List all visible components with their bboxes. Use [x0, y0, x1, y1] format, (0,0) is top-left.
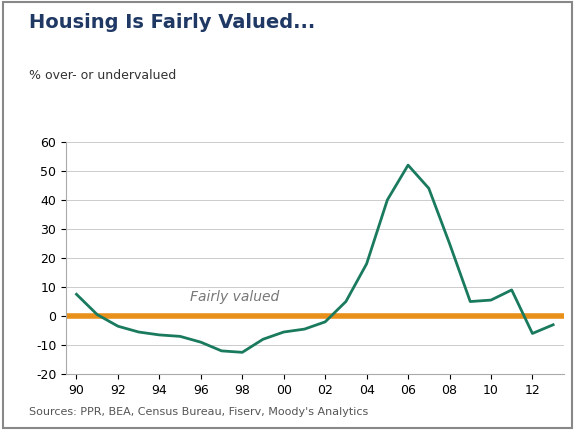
Text: Sources: PPR, BEA, Census Bureau, Fiserv, Moody's Analytics: Sources: PPR, BEA, Census Bureau, Fiserv… [29, 407, 368, 417]
Text: % over- or undervalued: % over- or undervalued [29, 69, 176, 82]
Text: Housing Is Fairly Valued...: Housing Is Fairly Valued... [29, 13, 315, 32]
Text: Fairly valued: Fairly valued [190, 290, 279, 304]
